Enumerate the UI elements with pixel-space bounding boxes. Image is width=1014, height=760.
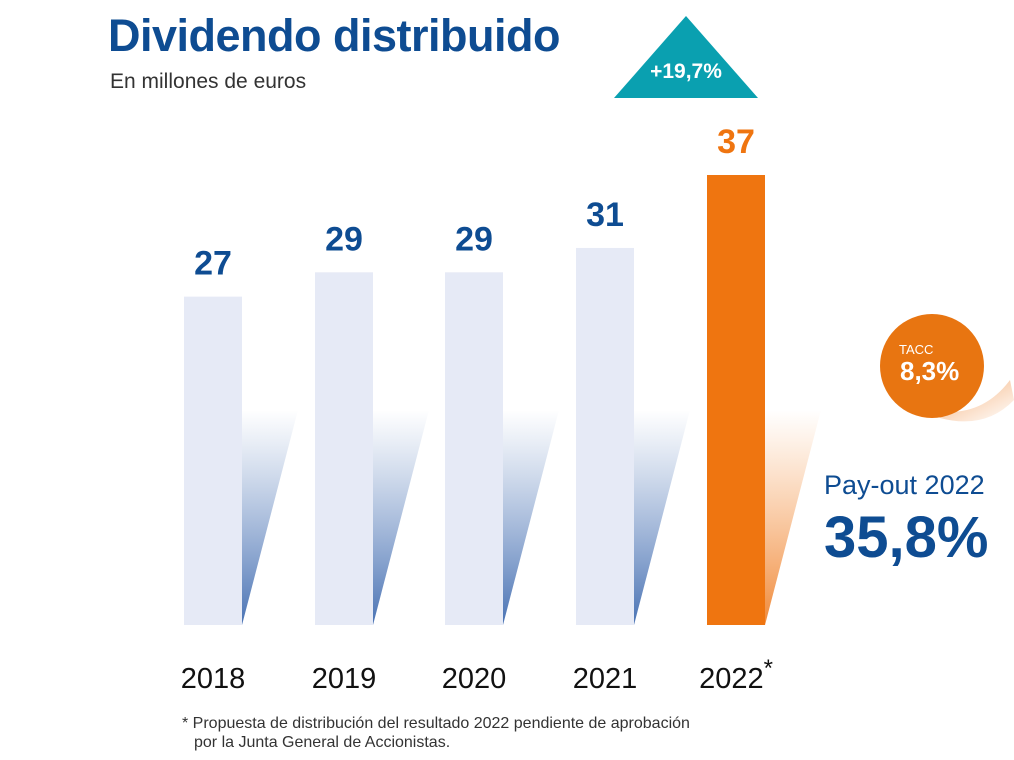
payout-label: Pay-out 2022 (824, 470, 985, 500)
bar-shadow (242, 410, 298, 625)
bar-1 (315, 272, 373, 625)
bar-value-label: 31 (586, 196, 624, 234)
tacc-shadow (930, 380, 1014, 422)
bar-value-label: 29 (325, 220, 363, 258)
bar-shadow (634, 410, 690, 625)
tacc-label: TACC (899, 342, 934, 357)
footnote: * Propuesta de distribución del resultad… (182, 714, 690, 752)
bar-value-label: 27 (194, 245, 232, 283)
category-label: 2018 (181, 663, 246, 695)
category-label: 2022* (699, 655, 773, 695)
bar-4 (707, 175, 765, 625)
footnote-line-2: por la Junta General de Accionistas. (194, 734, 451, 751)
category-label: 2020 (442, 663, 507, 695)
bar-shadow (765, 410, 821, 625)
category-label: 2021 (573, 663, 638, 695)
tacc-badge: TACC 8,3% (880, 314, 984, 418)
growth-badge-label: +19,7% (650, 60, 722, 83)
bar-value-label: 37 (717, 123, 755, 161)
bar-value-label: 29 (455, 220, 493, 258)
bar-shadow (503, 410, 559, 625)
growth-triangle-icon (614, 16, 758, 98)
category-label: 2019 (312, 663, 377, 695)
bar-2 (445, 272, 503, 625)
bar-shadow (373, 410, 429, 625)
tacc-value: 8,3% (900, 356, 960, 386)
bar-0 (184, 296, 242, 625)
bar-3 (576, 247, 634, 626)
payout-value: 35,8% (824, 505, 989, 570)
footnote-line-1: * Propuesta de distribución del resultad… (182, 715, 690, 732)
chart-subtitle: En millones de euros (110, 70, 307, 93)
chart-title: Dividendo distribuido (108, 10, 560, 61)
